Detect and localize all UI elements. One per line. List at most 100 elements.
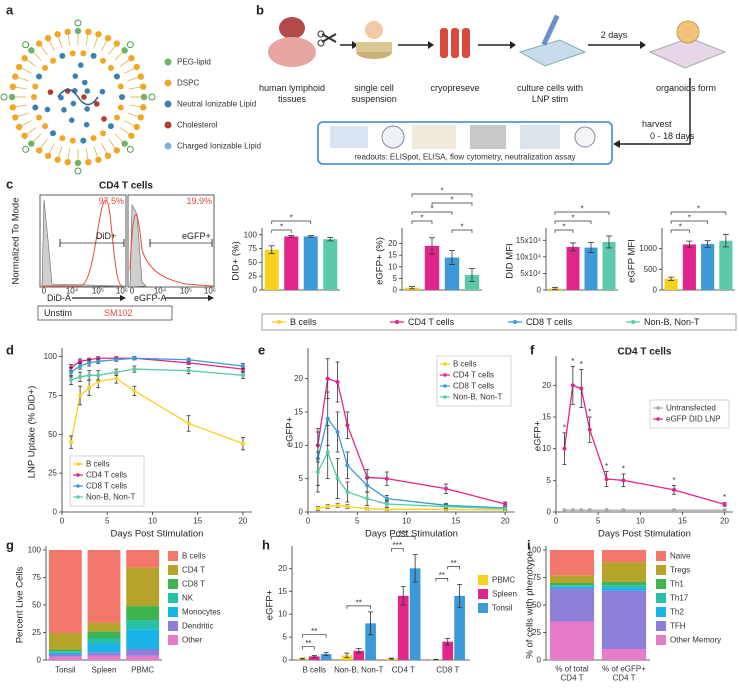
core-lipid bbox=[77, 62, 84, 68]
data-point bbox=[604, 508, 609, 513]
data-point bbox=[69, 440, 74, 445]
inner-head bbox=[50, 57, 57, 64]
data-point bbox=[562, 508, 567, 513]
bar bbox=[353, 650, 365, 660]
data-point bbox=[503, 502, 508, 506]
step-label: organoids form bbox=[656, 83, 716, 93]
significance-label: * bbox=[580, 205, 583, 214]
legend-label: eGFP DID LNP bbox=[666, 415, 721, 424]
bar-segment bbox=[549, 621, 595, 660]
step-note: 2 days bbox=[601, 30, 628, 40]
bar bbox=[444, 257, 460, 290]
significance-bracket bbox=[391, 536, 416, 540]
y-tick-label: 25 bbox=[532, 628, 541, 637]
data-point bbox=[587, 508, 592, 513]
lipid-head bbox=[128, 132, 135, 139]
bar-segment bbox=[87, 652, 121, 656]
inner-head bbox=[59, 52, 66, 59]
chart-title: CD4 T cells bbox=[618, 347, 672, 358]
legend-label: Th17 bbox=[670, 594, 689, 603]
significance-bracket bbox=[411, 220, 433, 224]
data-point bbox=[114, 370, 119, 375]
bar-segment bbox=[549, 586, 595, 589]
data-point bbox=[132, 388, 137, 393]
data-point bbox=[345, 490, 350, 494]
gate-percentage: 19.9% bbox=[186, 196, 212, 206]
x-tick-label: CD4 T bbox=[561, 674, 584, 683]
inner-head bbox=[117, 104, 124, 111]
legend-icon bbox=[164, 142, 172, 150]
inner-head bbox=[69, 137, 76, 144]
legend-label: Naive bbox=[670, 552, 691, 561]
bar bbox=[323, 239, 338, 290]
bar-segment bbox=[87, 550, 121, 623]
bar-segment bbox=[126, 620, 160, 630]
lipid-head bbox=[121, 140, 128, 147]
y-tick-label: 20 bbox=[278, 564, 287, 573]
bar bbox=[682, 244, 696, 290]
significance-label: *** bbox=[393, 541, 402, 550]
core-lipid bbox=[83, 121, 90, 128]
bar bbox=[584, 247, 598, 290]
peg bbox=[0, 93, 8, 101]
legend-label: Non-B, Non-T bbox=[86, 493, 135, 502]
core-lipid bbox=[58, 94, 64, 101]
inner-head bbox=[50, 130, 57, 137]
data-point bbox=[87, 360, 92, 365]
data-point bbox=[114, 376, 119, 381]
y-tick-label: 10 bbox=[278, 610, 287, 619]
point-label: * bbox=[622, 465, 625, 474]
lipid-tail bbox=[20, 67, 32, 74]
x-tick-label: 10 bbox=[402, 517, 411, 526]
lipid-head bbox=[54, 156, 61, 163]
data-point bbox=[722, 502, 727, 507]
legend-swatch bbox=[513, 320, 517, 324]
lipid-tail bbox=[127, 76, 139, 82]
y-tick-label: 50 bbox=[32, 601, 41, 610]
inner-head bbox=[80, 137, 87, 144]
inner-head bbox=[117, 83, 124, 90]
y-tick-label: 0 bbox=[653, 286, 658, 295]
x-axis-label: Days Post Stimulation bbox=[365, 529, 458, 540]
legend-label: Charged Ionizable Lipid bbox=[177, 142, 261, 151]
step-note: 0 - 18 days bbox=[650, 131, 695, 141]
legend-swatch bbox=[168, 579, 178, 589]
core-lipid bbox=[47, 89, 54, 95]
core-lipid bbox=[84, 88, 91, 94]
inner-head bbox=[99, 130, 106, 137]
legend-label: B cells bbox=[86, 460, 110, 469]
legend-label: Neutral Ionizable Lipid bbox=[177, 100, 256, 109]
y-tick-label: 10 bbox=[542, 444, 551, 453]
data-point bbox=[78, 363, 83, 368]
significance-label: * bbox=[562, 223, 565, 232]
y-tick-label: 5 bbox=[393, 274, 398, 283]
step-label: cryopreseve bbox=[430, 83, 479, 93]
y-axis-label: eGFP+ bbox=[265, 589, 276, 620]
bar-segment bbox=[87, 631, 121, 638]
series-line bbox=[317, 417, 506, 509]
legend-label: Other bbox=[182, 636, 202, 645]
significance-bracket bbox=[346, 605, 371, 609]
y-tick-label: 0 bbox=[537, 656, 542, 665]
significance-label: * bbox=[420, 214, 423, 223]
y-tick-label: 20 bbox=[542, 381, 551, 390]
y-tick-label: 75 bbox=[32, 573, 41, 582]
y-tick-label: 25 bbox=[32, 628, 41, 637]
data-point bbox=[325, 416, 330, 421]
y-tick-label: 50 bbox=[48, 430, 57, 439]
y-axis-label: LNP Uptake (% DiD+) bbox=[27, 386, 38, 478]
legend-swatch bbox=[656, 551, 666, 561]
lipid-tail bbox=[67, 33, 71, 46]
lipid-head bbox=[12, 73, 19, 80]
significance-bracket bbox=[431, 202, 473, 206]
step-label: human lymphoid bbox=[259, 83, 325, 93]
lipid-head bbox=[15, 63, 23, 71]
legend-label: CD8 T cells bbox=[453, 382, 494, 391]
bar-segment bbox=[549, 585, 595, 587]
significance-bracket bbox=[435, 578, 449, 582]
peg bbox=[22, 145, 30, 153]
step-label: tissues bbox=[278, 94, 307, 104]
y-tick-label: 500 bbox=[644, 265, 658, 274]
data-point bbox=[87, 373, 92, 378]
bar-segment bbox=[126, 567, 160, 607]
